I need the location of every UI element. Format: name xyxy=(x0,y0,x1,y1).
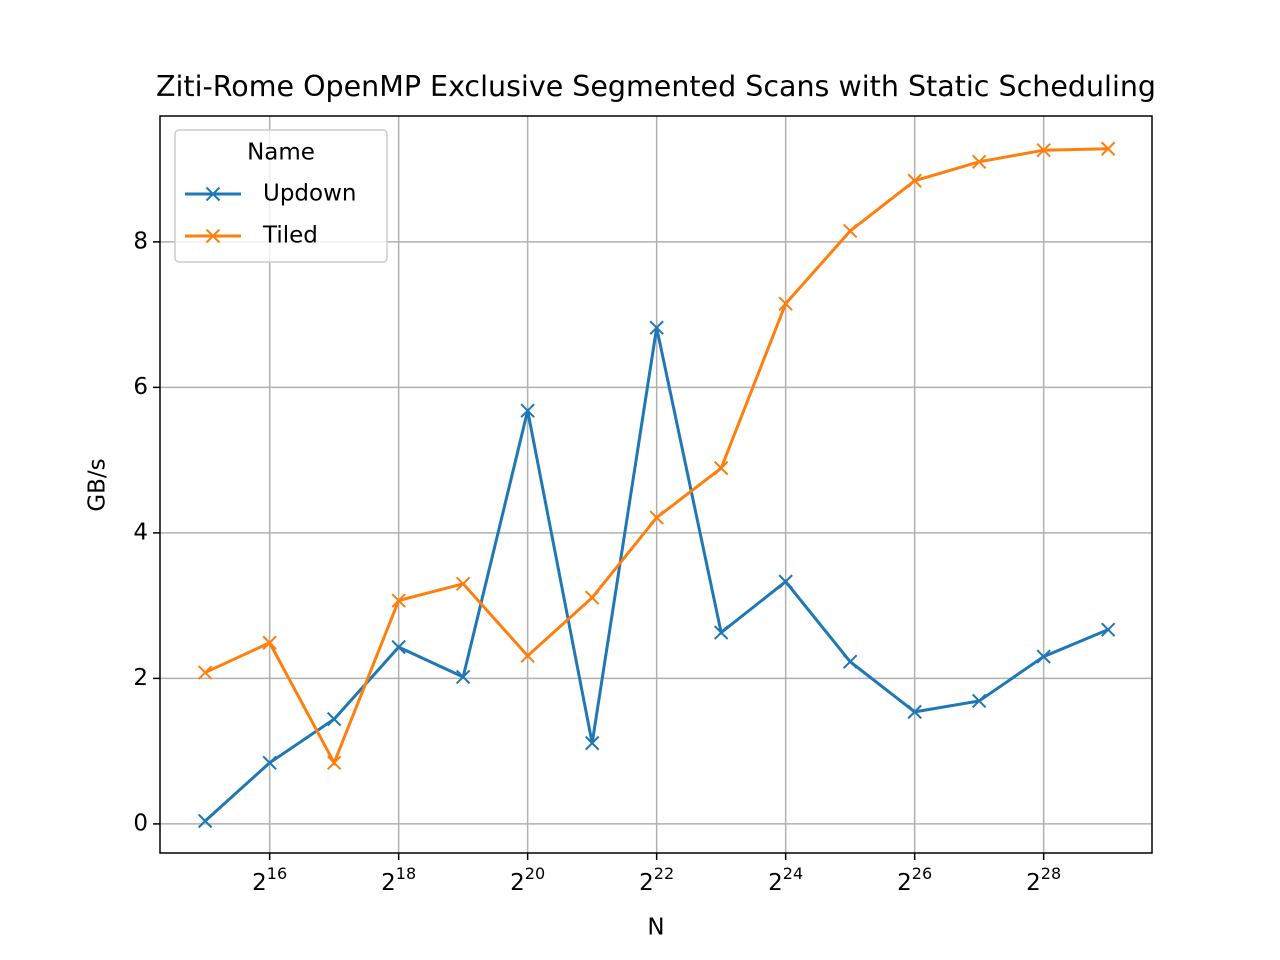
y-tick-label: 8 xyxy=(133,228,148,254)
y-tick-label: 6 xyxy=(133,374,148,400)
marker xyxy=(778,296,793,311)
marker xyxy=(778,574,793,589)
marker xyxy=(391,639,406,655)
legend-box xyxy=(174,129,388,263)
marker xyxy=(584,590,600,605)
chart-title: Ziti-Rome OpenMP Exclusive Segmented Sca… xyxy=(156,70,1156,103)
x-axis-label: N xyxy=(647,915,664,941)
x-tick-label: 224 xyxy=(768,864,803,896)
y-tick-label: 4 xyxy=(133,519,148,545)
marker xyxy=(907,704,922,720)
x-tick-label: 226 xyxy=(897,864,932,896)
marker xyxy=(391,593,406,608)
marker xyxy=(1100,141,1116,156)
marker xyxy=(713,625,729,640)
x-tick-label: 228 xyxy=(1026,864,1061,896)
marker xyxy=(262,635,277,650)
marker xyxy=(907,173,922,188)
marker xyxy=(971,154,987,170)
x-tick-label: 220 xyxy=(510,864,545,896)
marker xyxy=(197,813,213,829)
y-tick-label: 2 xyxy=(133,665,148,691)
y-axis-label: GB/s xyxy=(85,458,111,511)
marker xyxy=(842,223,858,239)
marker xyxy=(1036,649,1051,664)
marker xyxy=(584,735,600,751)
marker xyxy=(971,693,987,709)
marker xyxy=(1036,142,1051,158)
marker xyxy=(455,669,471,685)
plot-frame xyxy=(159,115,1153,854)
legend-label: Updown xyxy=(263,181,357,207)
legend-label: Tiled xyxy=(262,223,318,249)
marker xyxy=(197,665,213,680)
marker xyxy=(326,755,342,770)
marker xyxy=(326,711,342,727)
y-tick-label: 0 xyxy=(133,810,148,836)
x-tick-label: 218 xyxy=(381,864,416,896)
marker xyxy=(1100,622,1116,637)
legend-marker xyxy=(205,186,221,202)
marker xyxy=(455,576,471,592)
marker xyxy=(649,320,664,335)
x-tick-label: 216 xyxy=(252,864,287,896)
marker xyxy=(520,403,535,418)
marker xyxy=(520,648,535,664)
legend: Name Updown Tiled xyxy=(174,129,388,263)
marker xyxy=(842,654,858,669)
legend-title: Name xyxy=(247,140,315,166)
marker xyxy=(649,510,664,525)
x-tick-label: 222 xyxy=(639,864,674,896)
marker xyxy=(262,755,277,770)
legend-marker xyxy=(205,228,221,244)
marker xyxy=(713,460,729,476)
